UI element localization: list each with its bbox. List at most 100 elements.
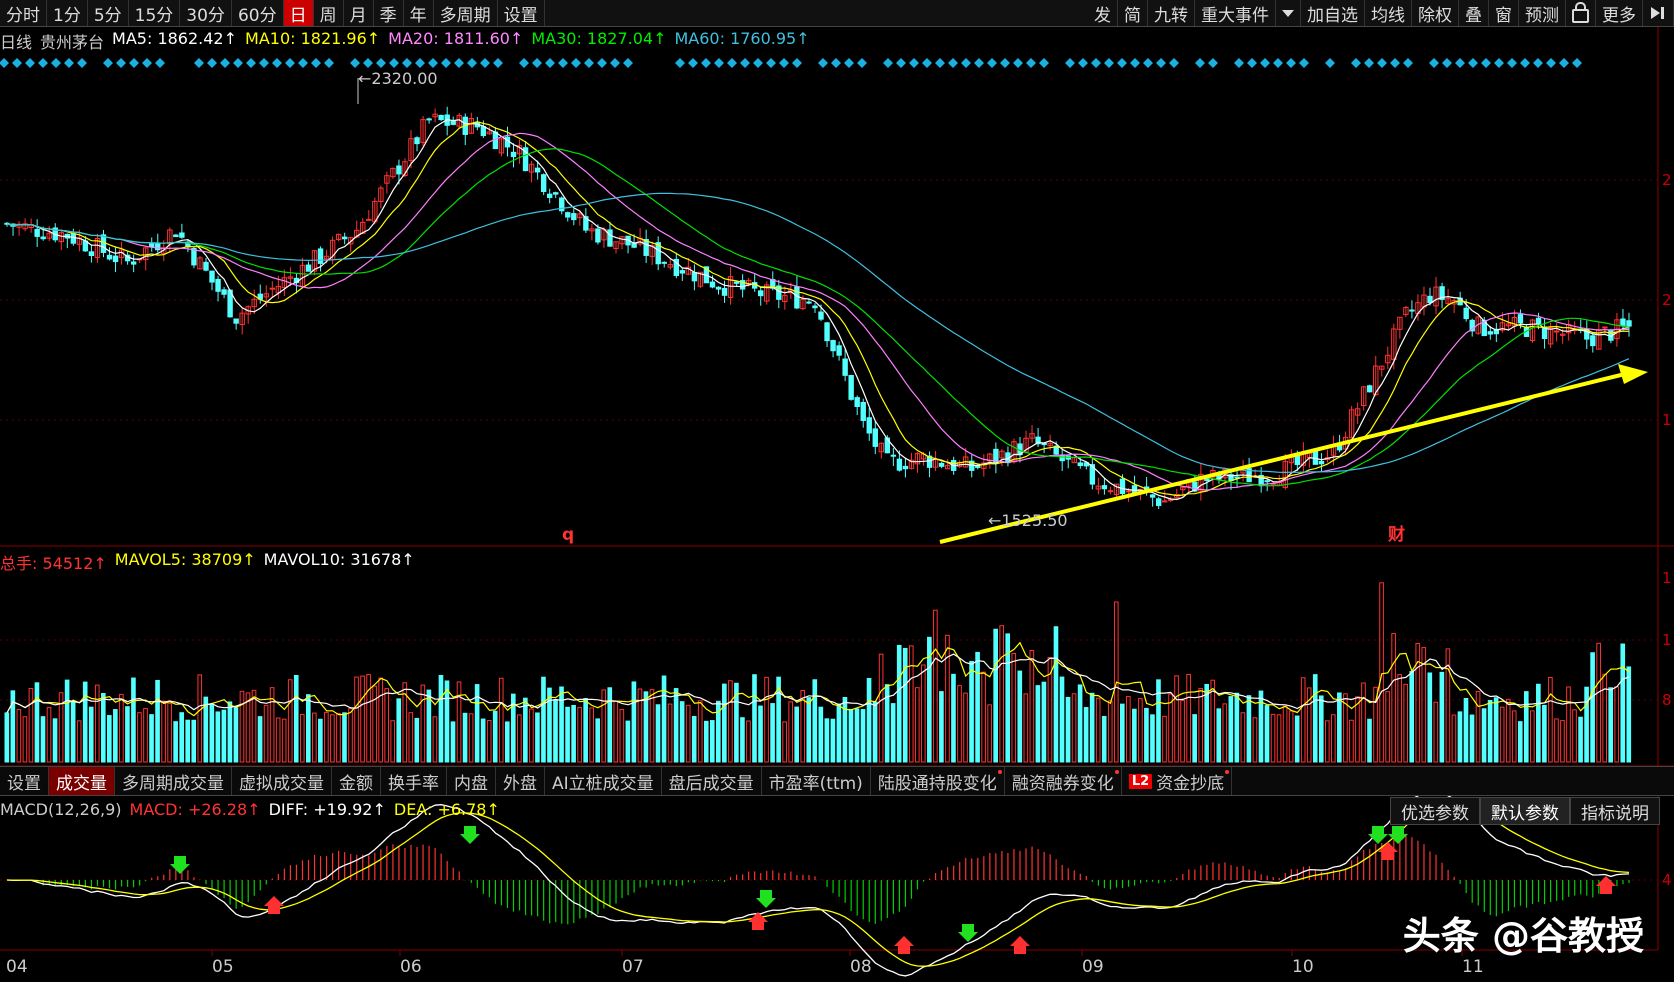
volume-bar bbox=[233, 707, 239, 763]
volume-bar bbox=[625, 720, 631, 763]
indicator-tab-8[interactable]: AI立桩成交量 bbox=[545, 767, 662, 795]
indicator-tab-3[interactable]: 虚拟成交量 bbox=[232, 767, 332, 795]
tool-button-1[interactable]: 简 bbox=[1118, 0, 1148, 26]
volume-bar bbox=[878, 653, 884, 763]
tool-button-8[interactable]: 窗 bbox=[1489, 0, 1519, 26]
event-diamond-icon bbox=[1299, 58, 1309, 68]
candle-body bbox=[1391, 328, 1397, 361]
period-button-7[interactable]: 周 bbox=[314, 0, 344, 26]
param-button-2[interactable]: 指标说明 bbox=[1570, 797, 1660, 825]
volume-bar bbox=[1198, 688, 1203, 763]
event-diamond-icon bbox=[792, 58, 802, 68]
candle-body bbox=[142, 247, 149, 261]
param-button-1[interactable]: 默认参数 bbox=[1480, 797, 1570, 825]
tool-button-9[interactable]: 预测 bbox=[1519, 0, 1566, 26]
period-button-8[interactable]: 月 bbox=[344, 0, 374, 26]
sell-arrow-icon bbox=[1368, 826, 1388, 844]
event-diamond-icon bbox=[1091, 58, 1101, 68]
period-button-1[interactable]: 1分 bbox=[47, 0, 88, 26]
period-button-9[interactable]: 季 bbox=[374, 0, 404, 26]
indicator-tab-12[interactable]: 融资融券变化 bbox=[1005, 767, 1122, 795]
period-button-12[interactable]: 设置 bbox=[498, 0, 545, 26]
event-diamond-icon bbox=[194, 58, 204, 68]
indicator-tab-1[interactable]: 成交量 bbox=[49, 767, 115, 795]
tool-button-5[interactable]: 均线 bbox=[1365, 0, 1412, 26]
event-diamond-icon bbox=[1546, 58, 1556, 68]
indicator-tab-11[interactable]: 陆股通持股变化 bbox=[871, 767, 1005, 795]
param-button-0[interactable]: 优选参数 bbox=[1390, 797, 1480, 825]
indicator-tab-9[interactable]: 盘后成交量 bbox=[662, 767, 762, 795]
volume-bar bbox=[1059, 676, 1065, 763]
lock-icon[interactable] bbox=[1566, 0, 1596, 26]
candle-body bbox=[679, 270, 686, 274]
volume-bar bbox=[1548, 677, 1553, 763]
volume-bar bbox=[715, 700, 721, 763]
indicator-tab-2[interactable]: 多周期成交量 bbox=[115, 767, 232, 795]
event-diamond-icon bbox=[38, 58, 48, 68]
tool-button-10[interactable]: 更多 bbox=[1596, 0, 1643, 26]
event-diamond-icon bbox=[532, 58, 542, 68]
candle-body bbox=[1475, 316, 1481, 334]
volume-bar bbox=[408, 712, 414, 763]
period-button-5[interactable]: 60分 bbox=[232, 0, 284, 26]
candle-body bbox=[908, 459, 915, 469]
volume-bar bbox=[1572, 709, 1577, 763]
dropdown-caret-icon[interactable] bbox=[1276, 0, 1301, 26]
volume-bar bbox=[691, 716, 697, 763]
candle-body bbox=[1493, 328, 1500, 335]
indicator-tab-6[interactable]: 内盘 bbox=[447, 767, 496, 795]
candle-body bbox=[540, 174, 547, 193]
candle-body bbox=[341, 236, 348, 240]
tool-button-4[interactable]: 加自选 bbox=[1301, 0, 1365, 26]
indicator-tab-10[interactable]: 市盈率(ttm) bbox=[762, 767, 871, 795]
indicator-tab-7[interactable]: 外盘 bbox=[496, 767, 545, 795]
volume-bar bbox=[1385, 691, 1390, 763]
volume-bar bbox=[1029, 649, 1035, 763]
candle-body bbox=[661, 261, 667, 264]
event-diamond-icon bbox=[740, 58, 750, 68]
tool-button-0[interactable]: 发 bbox=[1088, 0, 1118, 26]
candle-body bbox=[317, 248, 324, 264]
indicator-tab-0[interactable]: 设置 bbox=[0, 767, 49, 795]
tool-button-2[interactable]: 九转 bbox=[1148, 0, 1195, 26]
period-button-0[interactable]: 分时 bbox=[0, 0, 47, 26]
ma5-value: MA5: 1862.42↑ bbox=[112, 29, 238, 48]
candle-body bbox=[999, 450, 1005, 459]
event-diamond-icon bbox=[441, 58, 451, 68]
indicator-tab-5[interactable]: 换手率 bbox=[381, 767, 447, 795]
indicator-tab-13[interactable]: L2 资金抄底 bbox=[1122, 767, 1233, 795]
candle-body bbox=[1505, 323, 1512, 327]
indicator-tab-4[interactable]: 金额 bbox=[332, 767, 381, 795]
volume-bar bbox=[1566, 686, 1571, 763]
tool-button-7[interactable]: 叠 bbox=[1459, 0, 1489, 26]
event-diamond-icon bbox=[1143, 58, 1153, 68]
volume-bar bbox=[119, 693, 124, 763]
event-diamond-icon bbox=[1364, 58, 1374, 68]
total-volume: 总手: 54512↑ bbox=[0, 554, 107, 573]
candle-body bbox=[366, 218, 372, 221]
event-diamond-icon bbox=[467, 58, 477, 68]
period-button-10[interactable]: 年 bbox=[404, 0, 434, 26]
volume-bar bbox=[82, 681, 88, 763]
volume-bar bbox=[764, 676, 769, 763]
candle-body bbox=[715, 286, 722, 290]
candle-body bbox=[1433, 286, 1439, 307]
volume-bar bbox=[661, 675, 667, 763]
period-button-3[interactable]: 15分 bbox=[129, 0, 181, 26]
event-diamond-icon bbox=[1559, 58, 1569, 68]
volume-bar bbox=[788, 701, 793, 763]
candle-body bbox=[348, 237, 354, 245]
candle-body bbox=[607, 229, 613, 247]
candle-body bbox=[1427, 295, 1433, 304]
tool-button-3[interactable]: 重大事件 bbox=[1195, 0, 1276, 26]
period-button-4[interactable]: 30分 bbox=[180, 0, 232, 26]
skip-to-end-icon[interactable] bbox=[1643, 0, 1674, 26]
volume-bar bbox=[203, 696, 209, 763]
period-button-11[interactable]: 多周期 bbox=[434, 0, 498, 26]
period-button-2[interactable]: 5分 bbox=[88, 0, 129, 26]
tool-button-6[interactable]: 除权 bbox=[1412, 0, 1459, 26]
volume-bar bbox=[1011, 653, 1017, 763]
period-button-6[interactable]: 日 bbox=[283, 0, 314, 26]
volume-bar bbox=[806, 697, 812, 763]
